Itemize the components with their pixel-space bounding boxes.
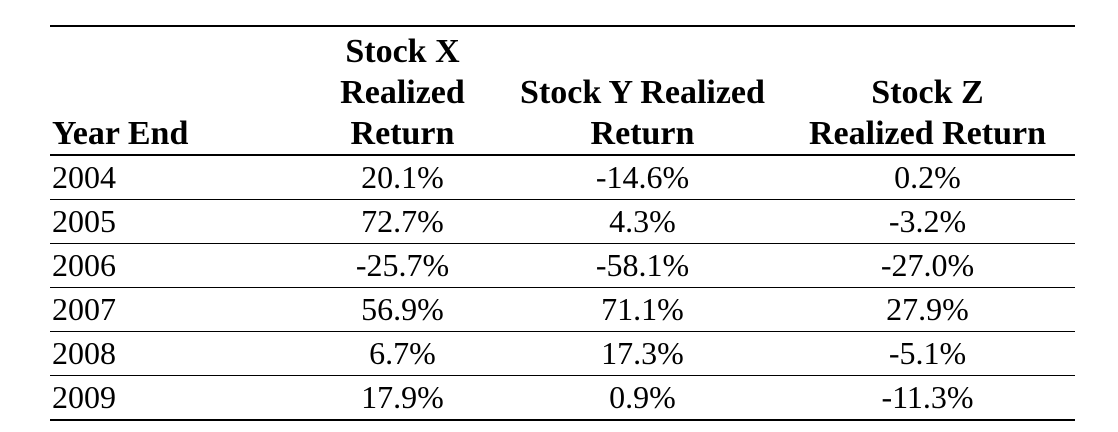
header-row: Year End Stock X Realized Return Stock Y Rea… — [50, 25, 1075, 156]
cell: 71.1% — [505, 287, 780, 332]
header-cell: Stock X Realized Return — [300, 25, 505, 156]
cell: 72.7% — [300, 199, 505, 244]
data-row: 2009 17.9% 0.9% -11.3% — [50, 375, 1075, 421]
table-body: 2004 20.1% -14.6% 0.2% 2005 72.7% 4.3% -3.2% 200… — [50, 155, 1075, 421]
cell: 2008 — [50, 331, 300, 376]
cell: -3.2% — [780, 199, 1075, 244]
cell: 17.3% — [505, 331, 780, 376]
cell: 2007 — [50, 287, 300, 332]
cell: 20.1% — [300, 155, 505, 200]
header-text: Return — [350, 115, 455, 152]
cell: -58.1% — [505, 243, 780, 288]
cell: 2009 — [50, 375, 300, 421]
cell: 56.9% — [300, 287, 505, 332]
cell: -27.0% — [780, 243, 1075, 288]
cell: -25.7% — [300, 243, 505, 288]
header-text: Stock X — [345, 33, 460, 70]
header-text: Stock Z — [871, 74, 984, 111]
cell: 2006 — [50, 243, 300, 288]
header-cell: Stock Z Realized Return — [780, 25, 1075, 156]
cell: 2004 — [50, 155, 300, 200]
cell: -14.6% — [505, 155, 780, 200]
cell: -5.1% — [780, 331, 1075, 376]
cell: 6.7% — [300, 331, 505, 376]
header-cell: Year End — [50, 25, 300, 156]
cell: 17.9% — [300, 375, 505, 421]
data-row: 2006 -25.7% -58.1% -27.0% — [50, 243, 1075, 288]
cell: 2005 — [50, 199, 300, 244]
header-cell: Stock Y Realized Return — [505, 25, 780, 156]
header-text: Year End — [52, 115, 189, 152]
cell: -11.3% — [780, 375, 1075, 421]
cell: 27.9% — [780, 287, 1075, 332]
data-row: 2004 20.1% -14.6% 0.2% — [50, 155, 1075, 200]
header-text: Stock Y Realized — [520, 74, 765, 111]
data-row: 2005 72.7% 4.3% -3.2% — [50, 199, 1075, 244]
cell: 0.9% — [505, 375, 780, 421]
data-row: 2007 56.9% 71.1% 27.9% — [50, 287, 1075, 332]
header-text: Realized Return — [808, 115, 1046, 152]
returns-table: Year End Stock X Realized Return Stock Y Rea… — [50, 25, 1075, 421]
header-text: Realized — [340, 74, 465, 111]
cell: 4.3% — [505, 199, 780, 244]
header-text: Return — [590, 115, 695, 152]
cell: 0.2% — [780, 155, 1075, 200]
data-row: 2008 6.7% 17.3% -5.1% — [50, 331, 1075, 376]
